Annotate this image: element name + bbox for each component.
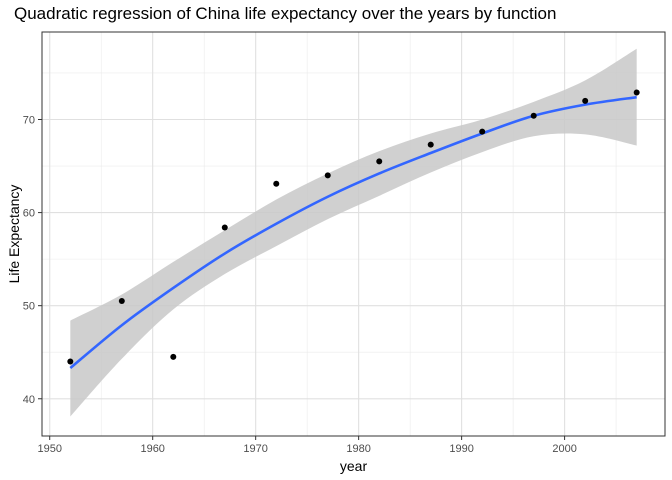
x-tick-label: 1970 [243,443,267,455]
x-tick-label: 1980 [346,443,370,455]
data-point [427,141,434,148]
y-tick-label: 50 [23,301,35,313]
chart-title: Quadratic regression of China life expec… [14,4,557,23]
x-axis-ticks: 1950 1960 1970 1980 1990 2000 [37,436,577,455]
data-point [221,224,228,231]
data-points [67,89,640,365]
regression-line [69,95,637,370]
x-tick-label: 1960 [140,443,164,455]
x-tick-label: 1950 [37,443,61,455]
x-tick-label: 2000 [552,443,576,455]
data-point [479,128,486,135]
data-point [67,358,74,365]
data-point [582,97,589,104]
data-point [273,180,280,187]
y-axis-title: Life Expectancy [6,185,22,284]
y-tick-label: 60 [23,208,35,220]
data-point [530,112,537,119]
plot-panel-border [41,31,666,437]
data-point [633,89,640,96]
y-tick-label: 70 [23,115,35,127]
x-tick-label: 1990 [449,443,473,455]
x-axis-title: year [340,458,368,474]
y-tick-label: 40 [23,394,35,406]
data-point [324,172,331,179]
data-point [118,298,125,305]
confidence-band [70,48,637,417]
y-axis-ticks: 40 50 60 70 [23,115,42,406]
data-point [376,158,383,165]
data-point [170,353,177,360]
